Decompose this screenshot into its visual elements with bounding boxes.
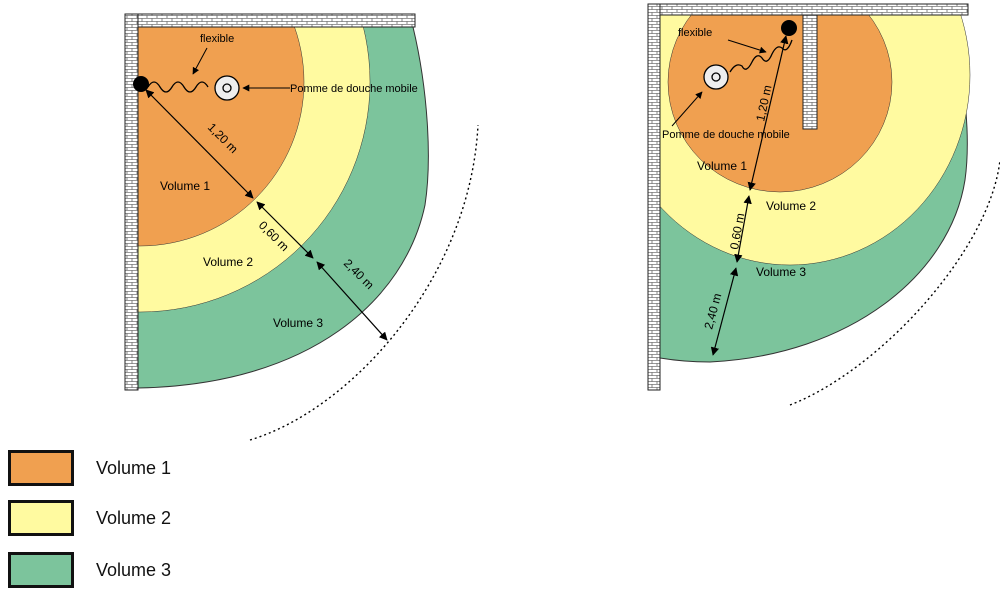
right-diagram: flexible Pomme de douche mobile 1,20 m 0… <box>647 3 1000 406</box>
left-hose <box>147 81 209 93</box>
left-hose-label: flexible <box>200 33 234 45</box>
right-shower-head-label: Pomme de douche mobile <box>662 129 790 141</box>
right-volume-1-label: Volume 1 <box>697 159 747 173</box>
legend-swatch-volume-1 <box>8 450 74 486</box>
left-hose-connector <box>133 76 149 92</box>
left-top-wall <box>124 13 416 28</box>
legend-label-volume-2: Volume 2 <box>96 508 172 528</box>
legend-swatch-volume-2 <box>8 500 74 536</box>
right-top-wall <box>647 3 969 16</box>
legend-label-volume-1: Volume 1 <box>96 458 172 478</box>
right-shower-head-pointer <box>671 91 703 127</box>
legend-swatch-volume-3 <box>8 552 74 588</box>
right-dotted-boundary <box>789 159 1000 406</box>
left-hose-pointer <box>192 47 208 75</box>
right-shower-head-icon <box>703 64 729 90</box>
left-diagram: flexible Pomme de douche mobile 1,20 m 0… <box>124 13 479 441</box>
right-side-wall <box>647 3 661 391</box>
right-partition-wall <box>802 14 818 130</box>
left-dim1-arrow <box>145 89 254 199</box>
left-dim2-arrow <box>256 201 314 259</box>
left-dim3-arrow <box>316 261 388 341</box>
right-dim2-arrow <box>734 195 752 263</box>
left-shower-head-icon <box>214 75 240 101</box>
left-volume-2-label: Volume 2 <box>203 255 253 269</box>
left-volume-1-label: Volume 1 <box>160 179 210 193</box>
right-hose-connector <box>781 20 797 36</box>
legend-label-volume-3: Volume 3 <box>96 560 172 580</box>
left-volume-3-label: Volume 3 <box>273 316 323 330</box>
right-dim1-arrow <box>747 35 789 191</box>
left-shower-head-label: Pomme de douche mobile <box>290 83 418 95</box>
right-dim3-arrow <box>710 267 739 356</box>
left-side-wall <box>124 13 139 391</box>
right-dim2-label: 0,60 m <box>727 212 747 251</box>
right-volume-3-label: Volume 3 <box>756 265 806 279</box>
right-hose-label: flexible <box>678 27 712 39</box>
right-volume-2-label: Volume 2 <box>766 199 816 213</box>
